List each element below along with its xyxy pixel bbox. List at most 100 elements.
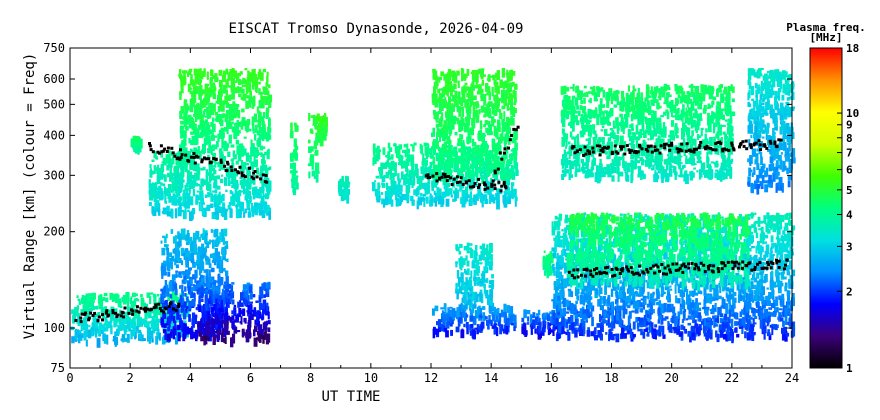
trace-marker bbox=[512, 127, 516, 131]
trace-marker bbox=[120, 310, 124, 314]
trace-marker bbox=[144, 306, 148, 310]
colorbar-unit: [MHz] bbox=[809, 31, 842, 44]
y-tick-label: 400 bbox=[43, 128, 65, 142]
trace-marker bbox=[618, 272, 622, 275]
trace-marker-series bbox=[490, 125, 520, 188]
trace-marker bbox=[720, 267, 724, 271]
trace-marker bbox=[730, 141, 734, 145]
trace-marker bbox=[653, 271, 657, 275]
trace-marker bbox=[779, 138, 783, 142]
trace-marker bbox=[225, 169, 229, 173]
trace-marker bbox=[723, 147, 726, 151]
trace-marker bbox=[664, 142, 668, 146]
trace-marker bbox=[493, 169, 497, 173]
trace-marker bbox=[237, 171, 241, 175]
trace-marker bbox=[234, 168, 237, 172]
trace-marker bbox=[255, 175, 259, 179]
trace-marker-layer bbox=[74, 125, 789, 324]
trace-marker bbox=[200, 160, 204, 164]
trace-marker bbox=[707, 146, 711, 150]
trace-marker bbox=[604, 266, 608, 270]
trace-marker bbox=[584, 152, 588, 156]
trace-marker bbox=[510, 134, 513, 137]
trace-marker bbox=[578, 148, 582, 152]
trace-marker bbox=[111, 309, 115, 312]
trace-marker bbox=[259, 177, 263, 181]
trace-marker bbox=[732, 261, 736, 264]
trace-marker bbox=[214, 158, 218, 162]
trace-marker bbox=[179, 156, 183, 160]
ionogram-region bbox=[455, 242, 495, 309]
trace-marker bbox=[694, 262, 698, 266]
trace-marker bbox=[610, 268, 614, 271]
trace-marker bbox=[570, 273, 574, 277]
trace-marker bbox=[730, 143, 734, 147]
chart-title: EISCAT Tromso Dynasonde, 2026-04-09 bbox=[228, 21, 523, 37]
trace-marker bbox=[680, 264, 684, 268]
trace-marker bbox=[584, 274, 587, 278]
trace-marker bbox=[573, 276, 576, 280]
trace-marker bbox=[669, 270, 672, 274]
trace-marker bbox=[697, 268, 701, 272]
x-tick-label: 22 bbox=[725, 371, 739, 385]
trace-marker bbox=[163, 147, 167, 151]
trace-marker bbox=[619, 268, 623, 272]
trace-marker bbox=[490, 184, 494, 188]
trace-marker bbox=[101, 313, 104, 317]
trace-marker bbox=[699, 140, 703, 144]
trace-marker bbox=[785, 258, 789, 262]
trace-marker bbox=[667, 144, 671, 148]
trace-marker bbox=[759, 148, 762, 152]
trace-marker bbox=[452, 177, 456, 181]
trace-marker bbox=[753, 268, 757, 271]
trace-marker bbox=[591, 274, 595, 278]
trace-marker bbox=[710, 269, 714, 273]
trace-marker bbox=[586, 149, 590, 153]
trace-marker bbox=[591, 146, 595, 150]
trace-marker bbox=[478, 183, 482, 187]
trace-marker bbox=[264, 174, 268, 177]
trace-marker bbox=[601, 147, 605, 151]
trace-marker bbox=[169, 301, 173, 305]
trace-marker bbox=[202, 156, 206, 160]
trace-marker bbox=[450, 183, 454, 186]
trace-marker bbox=[122, 315, 125, 319]
trace-marker bbox=[702, 263, 706, 267]
trace-marker bbox=[250, 175, 254, 179]
trace-marker bbox=[176, 156, 180, 160]
ionogram-region bbox=[432, 302, 517, 340]
trace-marker bbox=[223, 164, 226, 168]
ionogram-region bbox=[178, 68, 273, 160]
trace-marker bbox=[115, 315, 119, 319]
trace-marker bbox=[438, 177, 441, 181]
trace-marker bbox=[576, 275, 580, 279]
trace-marker bbox=[758, 261, 762, 264]
x-tick-label: 6 bbox=[247, 371, 254, 385]
trace-marker bbox=[80, 312, 84, 316]
trace-marker bbox=[731, 146, 735, 150]
trace-marker bbox=[493, 183, 497, 187]
trace-marker bbox=[649, 144, 653, 148]
trace-marker bbox=[468, 185, 472, 189]
trace-marker bbox=[503, 147, 507, 151]
trace-marker bbox=[500, 184, 504, 188]
trace-marker bbox=[765, 266, 769, 270]
trace-marker bbox=[154, 303, 158, 307]
trace-marker bbox=[769, 266, 773, 270]
trace-marker bbox=[654, 263, 658, 267]
trace-marker bbox=[775, 261, 779, 265]
trace-marker bbox=[653, 148, 657, 152]
trace-marker bbox=[658, 269, 661, 273]
trace-marker bbox=[244, 175, 247, 179]
trace-marker bbox=[692, 150, 696, 154]
trace-marker bbox=[750, 268, 754, 272]
ionogram-region bbox=[307, 113, 320, 183]
trace-marker bbox=[473, 182, 477, 185]
trace-marker bbox=[680, 149, 684, 153]
trace-marker bbox=[762, 266, 766, 270]
trace-marker bbox=[744, 139, 748, 143]
trace-marker bbox=[567, 270, 571, 274]
trace-marker bbox=[659, 144, 663, 148]
trace-marker bbox=[773, 142, 777, 146]
trace-marker bbox=[105, 309, 109, 313]
